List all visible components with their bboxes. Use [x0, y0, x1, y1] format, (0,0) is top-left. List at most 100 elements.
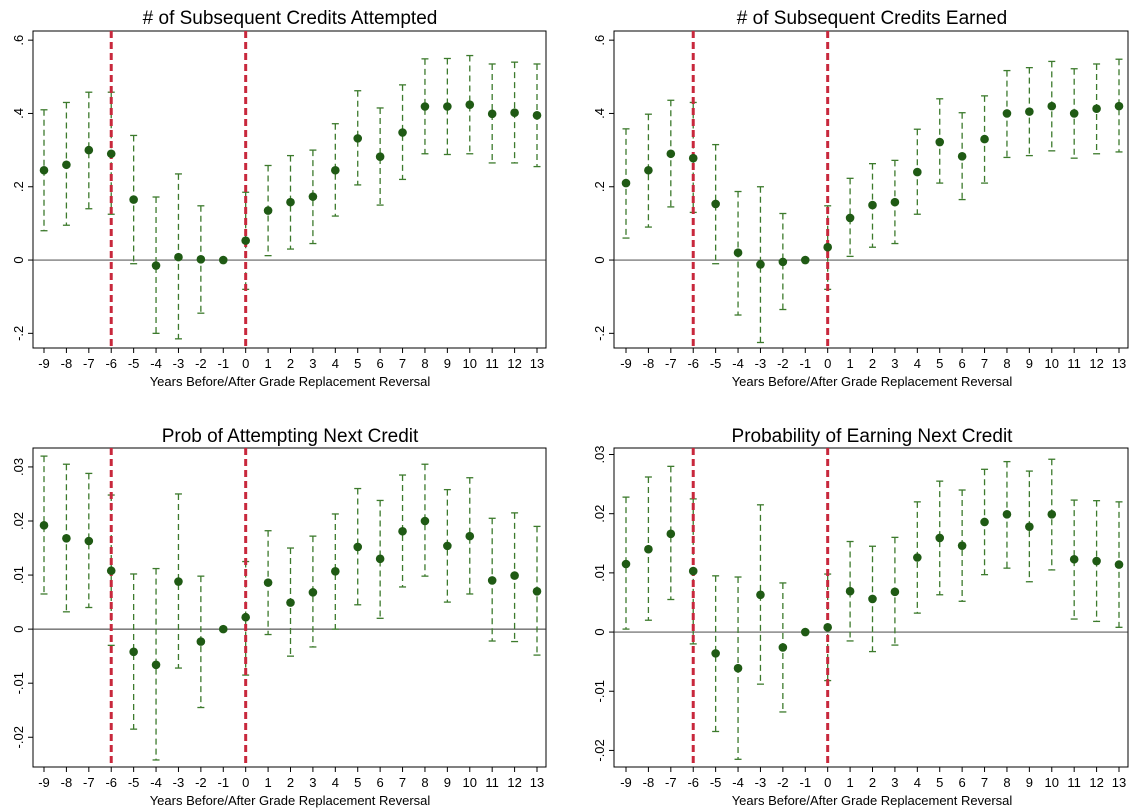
data-point: [711, 649, 720, 658]
data-point: [800, 627, 810, 637]
x-tick-label: -9: [620, 356, 632, 371]
x-tick-label: -3: [173, 775, 185, 790]
x-tick-label: 8: [1003, 356, 1010, 371]
x-tick-label: -6: [687, 356, 699, 371]
data-point: [263, 578, 273, 587]
data-point: [398, 526, 407, 536]
x-tick-label: 4: [332, 775, 339, 790]
data-point: [1092, 104, 1101, 113]
plot-frame: [613, 30, 1129, 349]
data-point: [174, 577, 183, 586]
y-tick-label: -.01: [11, 672, 26, 694]
data-point: [129, 195, 138, 204]
x-tick-label: 7: [981, 356, 988, 371]
x-tick-label: -8: [61, 356, 73, 371]
x-tick-label: 12: [507, 356, 521, 371]
data-point: [487, 576, 497, 585]
x-tick-label: -5: [710, 356, 722, 371]
x-tick-label: -6: [687, 775, 699, 790]
plot-frame: [32, 447, 547, 768]
data-point: [1069, 554, 1079, 564]
x-tick-label: 11: [1067, 356, 1081, 371]
data-point: [151, 660, 161, 670]
data-point: [510, 571, 519, 580]
data-point: [935, 137, 945, 147]
x-tick-label: 7: [399, 775, 406, 790]
data-point: [980, 134, 989, 144]
chart-panel-credits-earned: # of Subsequent Credits Earned Years Bef…: [567, 0, 1134, 406]
data-point: [84, 145, 94, 155]
chart-title: # of Subsequent Credits Earned: [737, 8, 1007, 29]
x-tick-label: 10: [1045, 775, 1059, 790]
x-tick-label: -9: [38, 356, 50, 371]
x-axis-label: Years Before/After Grade Replacement Rev…: [150, 374, 431, 389]
data-point: [218, 624, 228, 634]
y-tick-label: -.2: [11, 326, 26, 341]
data-point: [196, 637, 206, 646]
chart-title: # of Subsequent Credits Attempted: [143, 8, 438, 29]
x-tick-label: 1: [846, 775, 853, 790]
x-tick-label: 12: [1089, 775, 1103, 790]
data-point: [420, 516, 430, 526]
data-point: [980, 517, 989, 527]
x-tick-label: 4: [914, 775, 921, 790]
data-point: [331, 165, 340, 175]
chart-credits-attempted: # of Subsequent Credits Attempted Years …: [11, 8, 547, 389]
x-tick-label: 1: [264, 356, 271, 371]
x-tick-label: -6: [105, 775, 117, 790]
data-point: [756, 260, 765, 269]
data-point: [688, 566, 698, 576]
data-point: [39, 521, 49, 530]
x-tick-label: 8: [421, 775, 428, 790]
x-tick-label: -5: [128, 356, 140, 371]
y-tick-label: -.01: [592, 680, 607, 702]
chart-panel-prob-attempting: Prob of Attempting Next Credit Years Bef…: [0, 406, 567, 812]
data-point: [129, 647, 138, 657]
x-tick-label: 6: [959, 775, 966, 790]
x-tick-label: -5: [710, 775, 722, 790]
x-tick-label: -7: [83, 356, 95, 371]
x-tick-label: 6: [377, 775, 384, 790]
data-point: [510, 108, 519, 118]
data-point: [1114, 560, 1124, 569]
data-point: [621, 178, 631, 188]
y-tick-label: -.02: [592, 739, 607, 761]
data-point: [353, 134, 363, 143]
data-point: [84, 536, 94, 546]
x-tick-label: -6: [105, 356, 117, 371]
data-point: [644, 544, 653, 554]
data-point: [913, 167, 922, 177]
x-axis-label: Years Before/After Grade Replacement Rev…: [732, 374, 1013, 389]
chart-prob-earning: Probability of Earning Next Credit Years…: [592, 426, 1129, 808]
x-tick-label: -2: [195, 775, 207, 790]
data-point: [443, 541, 452, 551]
x-tick-label: -1: [217, 775, 229, 790]
data-point: [39, 165, 49, 175]
data-point: [957, 541, 967, 550]
x-tick-label: 10: [463, 356, 477, 371]
x-tick-label: 6: [377, 356, 384, 371]
data-point: [465, 531, 475, 541]
data-point: [957, 152, 967, 161]
data-point: [62, 160, 71, 170]
x-tick-label: -7: [665, 775, 677, 790]
x-tick-label: 11: [485, 775, 499, 790]
x-tick-label: 9: [444, 356, 451, 371]
y-tick-label: 0: [592, 256, 607, 263]
x-tick-label: -3: [755, 356, 767, 371]
data-point: [733, 248, 743, 258]
data-point: [420, 102, 430, 111]
x-tick-label: 9: [444, 775, 451, 790]
data-point: [151, 261, 161, 270]
y-tick-label: .02: [592, 505, 607, 523]
data-point: [688, 153, 698, 163]
x-tick-label: 1: [264, 775, 271, 790]
data-point: [1047, 101, 1057, 111]
chart-panel-prob-earning: Probability of Earning Next Credit Years…: [567, 406, 1134, 812]
data-point: [823, 623, 832, 632]
chart-title: Prob of Attempting Next Credit: [162, 426, 419, 447]
data-point: [241, 612, 250, 622]
plot-frame: [613, 447, 1129, 768]
chart-title: Probability of Earning Next Credit: [732, 426, 1014, 447]
x-tick-label: 0: [242, 356, 249, 371]
